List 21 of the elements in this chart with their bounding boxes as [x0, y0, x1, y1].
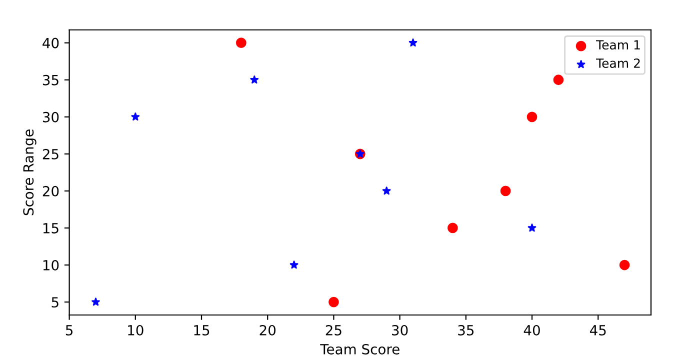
y-tick-label: 20 — [42, 186, 59, 196]
x-tick-label: 15 — [194, 325, 210, 336]
y-tick-label: 40 — [42, 38, 59, 48]
x-axis-title: Team Score — [320, 344, 400, 354]
x-tick-label: 20 — [260, 324, 276, 336]
x-tick-label: 10 — [128, 324, 144, 336]
y-tick-label: 15 — [43, 223, 58, 234]
y-tick-label: 5 — [52, 297, 58, 308]
y-tick-label: 30 — [42, 112, 59, 122]
x-tick-label: 45 — [590, 325, 606, 336]
x-tick-label: 5 — [66, 325, 73, 336]
y-axis-title: Score Range — [23, 130, 36, 216]
y-tick-label: 10 — [43, 260, 59, 270]
x-tick-label: 35 — [458, 324, 474, 336]
x-tick-label: 25 — [326, 324, 342, 336]
legend-label: Team 1 — [596, 40, 640, 50]
y-tick-label: 35 — [42, 74, 58, 86]
y-tick-label: 25 — [42, 148, 58, 160]
x-tick-label: 40 — [524, 324, 540, 336]
legend-label: Team 2 — [596, 58, 640, 68]
x-tick-label: 30 — [392, 324, 408, 336]
